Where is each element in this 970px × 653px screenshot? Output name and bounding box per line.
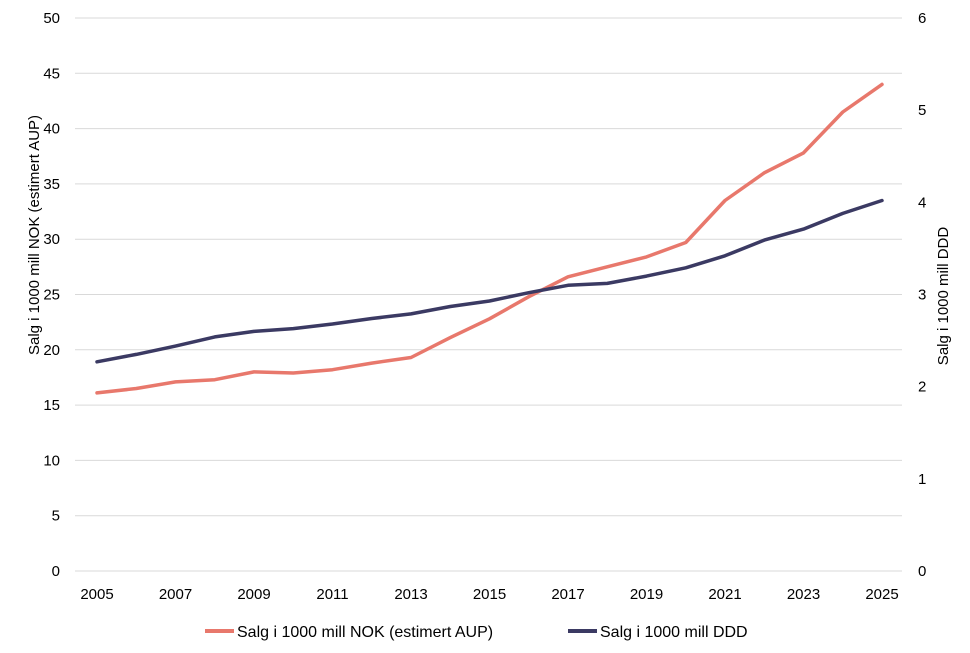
left-y-tick-label: 30 (43, 231, 60, 248)
right-y-tick-label: 2 (918, 379, 926, 396)
left-y-tick-label: 25 (43, 287, 60, 304)
left-y-tick-label: 10 (43, 452, 60, 469)
left-y-axis-ticks: 0 5 10 15 20 25 30 35 40 45 50 (43, 10, 60, 580)
gridlines (75, 17, 902, 572)
x-tick-label: 2025 (865, 586, 898, 603)
right-y-axis-title: Salg i 1000 mill DDD (935, 227, 952, 366)
x-axis-ticks: 2005 2007 2009 2011 2013 2015 2017 2019 2021 2023… (80, 586, 898, 603)
right-y-tick-label: 3 (918, 287, 926, 304)
x-tick-label: 2017 (551, 586, 584, 603)
x-tick-label: 2011 (316, 586, 348, 603)
left-y-tick-label: 35 (43, 176, 60, 193)
x-tick-label: 2007 (159, 586, 192, 603)
x-tick-label: 2019 (630, 586, 663, 603)
x-tick-label: 2021 (708, 586, 741, 603)
left-y-tick-label: 0 (52, 563, 60, 580)
series-line-1 (95, 198, 884, 364)
x-tick-label: 2023 (787, 586, 820, 603)
left-y-tick-label: 50 (43, 10, 60, 27)
legend-label-nok: Salg i 1000 mill NOK (estimert AUP) (237, 624, 493, 641)
right-y-tick-label: 0 (918, 563, 926, 580)
series-line-0 (95, 82, 884, 395)
x-tick-label: 2015 (473, 586, 506, 603)
left-y-tick-label: 20 (43, 342, 60, 359)
legend-label-ddd: Salg i 1000 mill DDD (600, 624, 748, 641)
series-lines (95, 82, 884, 395)
right-y-tick-label: 5 (918, 102, 926, 119)
left-y-tick-label: 5 (52, 508, 60, 525)
left-y-tick-label: 45 (43, 65, 60, 82)
right-y-tick-label: 4 (918, 194, 926, 211)
x-tick-label: 2013 (394, 586, 427, 603)
legend: Salg i 1000 mill NOK (estimert AUP) Salg… (205, 624, 748, 641)
right-y-tick-label: 6 (918, 10, 926, 27)
left-y-tick-label: 40 (43, 121, 60, 138)
x-tick-label: 2009 (237, 586, 270, 603)
left-y-axis-title: Salg i 1000 mill NOK (estimert AUP) (26, 115, 43, 355)
right-y-tick-label: 1 (918, 471, 926, 488)
right-y-axis-ticks: 0 1 2 3 4 5 6 (918, 10, 926, 580)
left-y-tick-label: 15 (43, 397, 60, 414)
x-tick-label: 2005 (80, 586, 113, 603)
